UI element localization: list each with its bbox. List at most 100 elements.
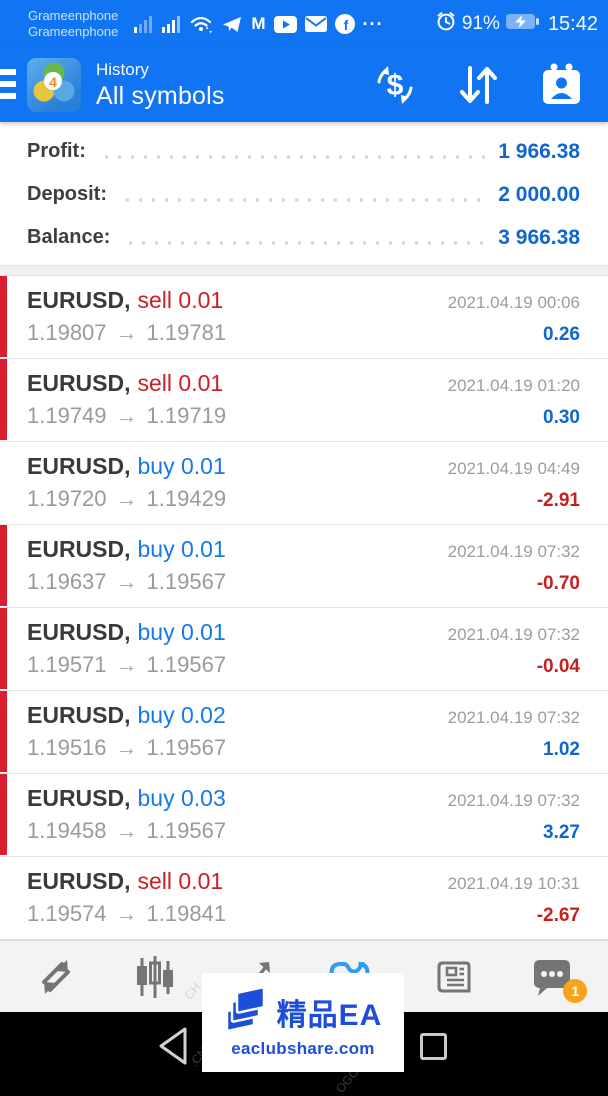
trade-symbol-side: EURUSD, sell 0.01	[27, 370, 223, 397]
balance-value: 3 966.38	[498, 225, 580, 249]
mt4-app-icon[interactable]: 4	[27, 58, 81, 112]
carrier-name: Grameenphone Grameenphone	[28, 8, 119, 39]
dotted-leader	[121, 198, 487, 202]
trade-symbol-side: EURUSD, buy 0.02	[27, 702, 226, 729]
telegram-icon	[222, 15, 243, 34]
arrow-right-icon: →	[115, 486, 138, 511]
trade-row[interactable]: EURUSD, buy 0.02 2021.04.19 07:32 1.19516…	[0, 691, 608, 774]
section-divider	[0, 265, 608, 276]
trade-symbol-side: EURUSD, buy 0.03	[27, 785, 226, 812]
trade-symbol-side: EURUSD, sell 0.01	[27, 868, 223, 895]
status-icons: M f ···	[134, 14, 383, 35]
trade-symbol-side: EURUSD, sell 0.01	[27, 287, 223, 314]
trade-side-volume: buy 0.01	[137, 536, 226, 562]
gmail-icon: M	[251, 14, 266, 33]
nav-messages-icon[interactable]: 1	[526, 951, 588, 1003]
trade-profit: -0.04	[536, 656, 580, 677]
trade-row[interactable]: EURUSD, buy 0.01 2021.04.19 07:32 1.19571…	[0, 608, 608, 691]
trade-datetime: 2021.04.19 10:31	[447, 874, 580, 893]
trade-row[interactable]: EURUSD, sell 0.01 2021.04.19 01:20 1.1974…	[0, 359, 608, 442]
trade-symbol: EURUSD,	[27, 536, 131, 562]
close-price: 1.19567	[146, 652, 227, 677]
trade-prices: 1.19807 → 1.19781	[27, 320, 226, 346]
currency-pairs-icon[interactable]: $	[372, 62, 418, 108]
trade-side-volume: sell 0.01	[137, 287, 224, 313]
trade-prices: 1.19637 → 1.19567	[27, 569, 226, 595]
watermark-site: eaclubshare.com	[231, 1038, 375, 1058]
trade-list: EURUSD, sell 0.01 2021.04.19 00:06 1.1980…	[0, 276, 608, 940]
battery-icon	[505, 13, 540, 36]
status-bar: Grameenphone Grameenphone M f ··· 91%	[0, 0, 608, 48]
trade-profit: 3.27	[543, 822, 580, 843]
sort-icon[interactable]	[458, 64, 498, 106]
open-price: 1.19807	[27, 320, 107, 345]
android-recents-icon[interactable]	[420, 1033, 447, 1060]
svg-text:f: f	[343, 17, 348, 33]
trade-row[interactable]: EURUSD, buy 0.01 2021.04.19 07:32 1.19637…	[0, 525, 608, 608]
summary-row-balance: Balance: 3 966.38	[27, 216, 580, 259]
trade-side-volume: sell 0.01	[137, 868, 224, 894]
summary-row-profit: Profit: 1 966.38	[27, 130, 580, 173]
arrow-right-icon: →	[115, 320, 138, 345]
open-price: 1.19720	[27, 486, 107, 511]
trade-marker-bar	[0, 691, 7, 772]
trade-datetime: 2021.04.19 04:49	[447, 459, 580, 478]
trade-row[interactable]: EURUSD, sell 0.01 2021.04.19 00:06 1.1980…	[0, 276, 608, 359]
trade-row[interactable]: EURUSD, buy 0.01 2021.04.19 04:49 1.19720…	[0, 442, 608, 525]
close-price: 1.19567	[146, 735, 227, 760]
trade-profit: -0.70	[536, 573, 580, 594]
trade-row[interactable]: EURUSD, sell 0.01 2021.04.19 10:31 1.1957…	[0, 857, 608, 940]
open-price: 1.19458	[27, 818, 107, 843]
trade-prices: 1.19574 → 1.19841	[27, 901, 226, 927]
open-price: 1.19516	[27, 735, 107, 760]
trade-symbol: EURUSD,	[27, 785, 131, 811]
email-icon	[304, 16, 327, 32]
trade-marker-bar	[0, 608, 7, 689]
close-price: 1.19567	[146, 818, 227, 843]
nav-news-icon[interactable]	[427, 951, 479, 1003]
trade-datetime: 2021.04.19 07:32	[447, 542, 580, 561]
trade-row[interactable]: EURUSD, buy 0.03 2021.04.19 07:32 1.19458…	[0, 774, 608, 857]
trade-profit: 0.26	[543, 324, 580, 345]
android-back-icon[interactable]	[156, 1026, 190, 1071]
trade-symbol-side: EURUSD, buy 0.01	[27, 619, 226, 646]
trade-symbol-side: EURUSD, buy 0.01	[27, 453, 226, 480]
nav-charts-icon[interactable]	[129, 951, 181, 1003]
nav-quotes-icon[interactable]	[30, 951, 82, 1003]
trade-datetime: 2021.04.19 07:32	[447, 625, 580, 644]
menu-hamburger-icon[interactable]	[0, 69, 16, 101]
profit-label: Profit:	[27, 140, 86, 162]
alarm-icon	[436, 11, 456, 37]
trade-symbol: EURUSD,	[27, 287, 131, 313]
signal-icon	[162, 15, 182, 33]
deposit-value: 2 000.00	[498, 182, 580, 206]
close-price: 1.19841	[146, 901, 227, 926]
close-price: 1.19781	[146, 320, 227, 345]
symbols-filter-label[interactable]: All symbols	[96, 81, 225, 110]
arrow-right-icon: →	[115, 901, 138, 926]
trade-symbol: EURUSD,	[27, 868, 131, 894]
arrow-right-icon: →	[115, 652, 138, 677]
open-price: 1.19574	[27, 901, 107, 926]
open-price: 1.19749	[27, 403, 107, 428]
trade-prices: 1.19571 → 1.19567	[27, 652, 226, 678]
trade-profit: 1.02	[543, 739, 580, 760]
arrow-right-icon: →	[115, 569, 138, 594]
youtube-icon	[273, 15, 297, 33]
trade-side-volume: buy 0.01	[137, 453, 226, 479]
facebook-icon: f	[334, 14, 355, 34]
nav-history-icon[interactable]	[328, 951, 380, 1003]
dotted-leader	[124, 241, 487, 245]
trade-datetime: 2021.04.19 01:20	[447, 376, 580, 395]
signal-weak-icon	[134, 15, 154, 33]
clock-time: 15:42	[547, 12, 598, 35]
trade-marker-bar	[0, 525, 7, 606]
trade-prices: 1.19720 → 1.19429	[27, 486, 226, 512]
arrow-right-icon: →	[115, 735, 138, 760]
trade-side-volume: sell 0.01	[137, 370, 224, 396]
journal-icon[interactable]	[538, 62, 584, 108]
trade-datetime: 2021.04.19 00:06	[447, 293, 580, 312]
watermark-box: 精品EA eaclubshare.com	[202, 973, 404, 1072]
watermark-title: 精品EA	[276, 999, 383, 1032]
trade-datetime: 2021.04.19 07:32	[447, 708, 580, 727]
